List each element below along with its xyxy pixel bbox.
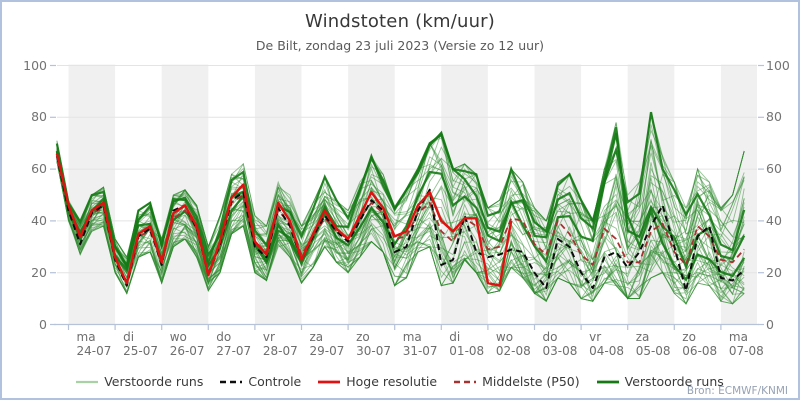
day-of-week-label: wo <box>169 330 187 344</box>
day-of-week-label: ma <box>728 330 748 344</box>
day-of-week-label: ma <box>76 330 96 344</box>
x-axis-day-label: do 27-07 <box>216 330 252 358</box>
legend-line-sample-thin_green <box>76 380 99 383</box>
chart-legend: Verstoorde runs Controle Hoge resolutie Mid… <box>2 374 798 389</box>
y-axis-label-left: 20 <box>31 264 47 280</box>
day-date-label: 01-08 <box>449 343 485 358</box>
source-attribution: Bron: ECMWF/KNMI <box>686 385 788 397</box>
day-date-label: 05-08 <box>635 343 671 358</box>
day-of-week-label: zo <box>356 330 370 344</box>
page-title: Windstoten (km/uur) <box>304 11 496 32</box>
legend-item-thick_green: Verstoorde runs <box>596 374 724 389</box>
y-axis-label-right: 40 <box>766 212 782 228</box>
y-axis-label-left: 40 <box>31 212 47 228</box>
day-of-week-label: vr <box>262 330 275 344</box>
y-axis-label-left: 80 <box>31 109 47 125</box>
day-date-label: 06-08 <box>682 343 718 358</box>
y-axis-label-left: 0 <box>39 316 47 332</box>
day-date-label: 02-08 <box>495 343 531 358</box>
x-axis-day-label: za 05-08 <box>635 330 671 358</box>
y-axis-label-left: 60 <box>31 161 47 177</box>
day-date-label: 31-07 <box>402 343 438 358</box>
day-of-week-label: zo <box>682 330 696 344</box>
day-date-label: 26-07 <box>169 343 205 358</box>
y-axis-label-right: 60 <box>766 161 782 177</box>
legend-item-hres: Hoge resolutie <box>318 374 437 389</box>
ensemble-member-line <box>56 155 745 294</box>
day-date-label: 30-07 <box>356 343 391 358</box>
legend-label: Middelste (P50) <box>482 374 580 389</box>
legend-line-sample-hres <box>318 380 341 383</box>
day-of-week-label: wo <box>495 330 514 344</box>
day-date-label: 28-07 <box>262 343 298 358</box>
day-date-label: 04-08 <box>589 343 624 358</box>
legend-label: Controle <box>248 374 302 389</box>
y-axis-label-right: 0 <box>766 316 774 332</box>
y-axis-label-right: 100 <box>766 57 790 73</box>
ensemble-member-line <box>56 144 745 305</box>
day-of-week-label: do <box>542 330 558 344</box>
day-date-label: 03-08 <box>542 343 578 358</box>
day-date-label: 24-07 <box>76 343 112 358</box>
y-axis-label-left: 100 <box>23 57 47 73</box>
legend-line-sample-median <box>454 380 477 383</box>
day-of-week-label: do <box>216 330 232 344</box>
day-of-week-label: di <box>449 330 461 344</box>
legend-line-sample-control <box>220 380 243 383</box>
x-axis-day-label: wo 02-08 <box>495 330 531 358</box>
day-date-label: 25-07 <box>123 343 158 358</box>
legend-item-median: Middelste (P50) <box>454 374 580 389</box>
x-axis-day-label: ma 24-07 <box>76 330 112 358</box>
hres-line <box>55 153 513 287</box>
y-axis-label-right: 20 <box>766 264 782 280</box>
legend-label: Hoge resolutie <box>346 374 438 389</box>
legend-line-sample-thick_green <box>596 380 619 383</box>
x-axis-day-label: vr 04-08 <box>589 330 624 358</box>
ensemble-member-line <box>56 158 745 300</box>
day-of-week-label: di <box>123 330 135 344</box>
x-axis-day-label: di 01-08 <box>449 330 485 358</box>
y-axis-label-right: 80 <box>766 109 782 125</box>
day-of-week-label: za <box>309 330 324 344</box>
x-axis-day-label: za 29-07 <box>309 330 345 358</box>
x-axis-day-label: ma 07-08 <box>728 330 764 358</box>
legend-item-thin_green: Verstoorde runs <box>76 374 203 389</box>
x-axis-day-label: ma 31-07 <box>402 330 438 358</box>
legend-label: Verstoorde runs <box>624 374 724 389</box>
x-axis-day-label: zo 06-08 <box>682 330 718 358</box>
day-of-week-label: za <box>635 330 650 344</box>
x-axis-day-label: vr 28-07 <box>262 330 298 358</box>
chart-subtitle: De Bilt, zondag 23 juli 2023 (Versie zo … <box>255 38 545 53</box>
day-of-week-label: ma <box>402 330 422 344</box>
day-date-label: 29-07 <box>309 343 345 358</box>
legend-item-control: Controle <box>220 374 301 389</box>
ensemble-member-line <box>56 144 745 303</box>
x-axis-day-label: zo 30-07 <box>356 330 391 358</box>
x-axis-day-label: wo 26-07 <box>169 330 205 358</box>
legend-label: Verstoorde runs <box>104 374 204 389</box>
day-date-label: 07-08 <box>728 343 764 358</box>
x-axis-day-label: do 03-08 <box>542 330 578 358</box>
day-date-label: 27-07 <box>216 343 252 358</box>
x-axis-day-label: di 25-07 <box>123 330 158 358</box>
day-of-week-label: vr <box>589 330 602 344</box>
